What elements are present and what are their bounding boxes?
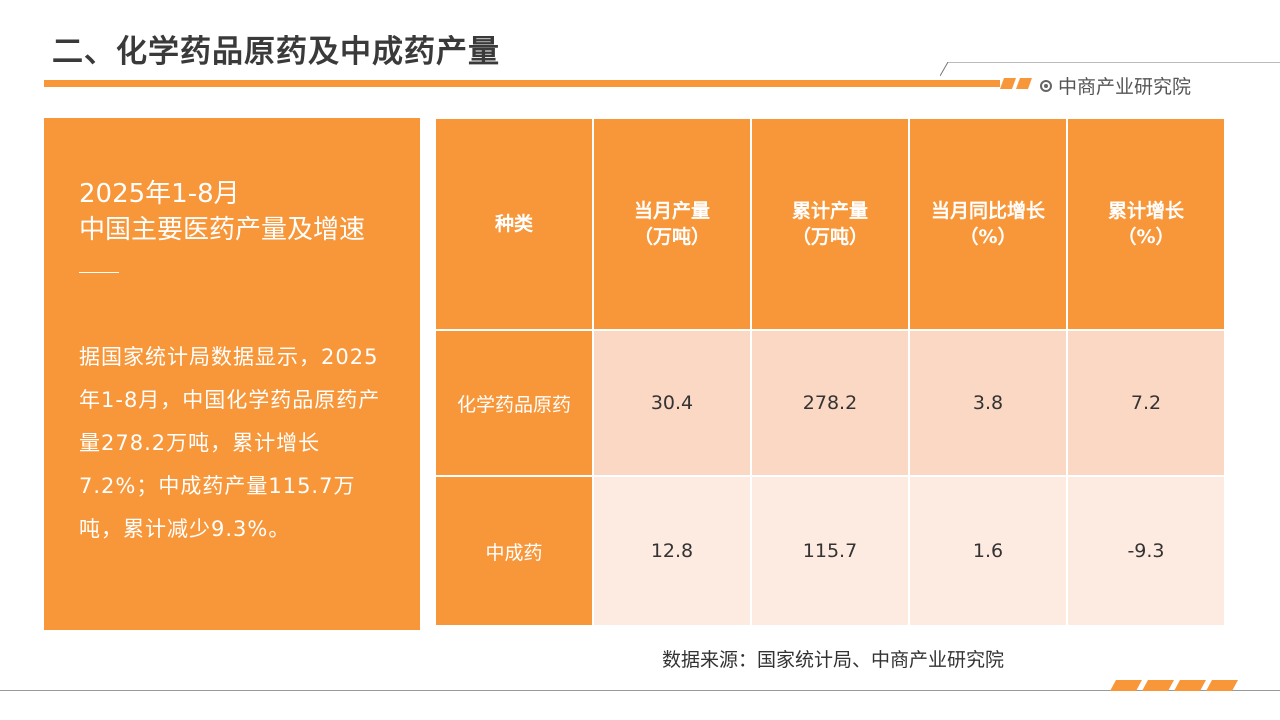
summary-heading-line2: 中国主要医药产量及增速 bbox=[79, 215, 366, 245]
row-cumulative-growth: -9.3 bbox=[1066, 475, 1226, 627]
row-monthly: 30.4 bbox=[592, 329, 752, 477]
table-header-row: 种类 当月产量 （万吨） 累计产量 （万吨） 当月同比增长 （%） 累计增长 （… bbox=[434, 117, 1226, 331]
brand-name: 中商产业研究院 bbox=[1058, 76, 1192, 98]
page-title: 二、化学药品原药及中成药产量 bbox=[52, 34, 500, 70]
header-monthly-yoy: 当月同比增长 （%） bbox=[908, 117, 1068, 331]
summary-heading-line1: 2025年1-8月 bbox=[79, 179, 240, 209]
title-accent-bar bbox=[44, 80, 1000, 87]
header-cumulative-unit: （万吨） bbox=[791, 226, 868, 248]
summary-divider bbox=[79, 272, 119, 273]
footer-line bbox=[0, 690, 1280, 691]
title-stripes-decoration bbox=[1000, 78, 1032, 89]
circle-dot-icon bbox=[1040, 79, 1052, 92]
summary-heading: 2025年1-8月 中国主要医药产量及增速 bbox=[79, 176, 365, 248]
header-category-label: 种类 bbox=[494, 213, 533, 235]
header-monthly-yoy-unit: （%） bbox=[959, 226, 1017, 248]
row-category: 中成药 bbox=[434, 475, 594, 627]
footer-stripes-decoration bbox=[1110, 680, 1238, 691]
row-monthly: 12.8 bbox=[592, 475, 752, 627]
header-cumulative-growth-unit: （%） bbox=[1117, 226, 1175, 248]
header-monthly: 当月产量 （万吨） bbox=[592, 117, 752, 331]
header-cumulative-growth-label: 累计增长 bbox=[1107, 200, 1184, 222]
brand-label: 中商产业研究院 bbox=[1040, 72, 1191, 99]
header-cumulative: 累计产量 （万吨） bbox=[750, 117, 910, 331]
row-monthly-yoy: 3.8 bbox=[908, 329, 1068, 477]
row-cumulative-growth: 7.2 bbox=[1066, 329, 1226, 477]
row-monthly-yoy: 1.6 bbox=[908, 475, 1068, 627]
row-cumulative: 278.2 bbox=[750, 329, 910, 477]
header-cumulative-label: 累计产量 bbox=[791, 200, 868, 222]
table-row: 化学药品原药 30.4 278.2 3.8 7.2 bbox=[434, 329, 1226, 477]
header-monthly-unit: （万吨） bbox=[633, 226, 710, 248]
header-monthly-yoy-label: 当月同比增长 bbox=[930, 200, 1045, 222]
summary-body: 据国家统计局数据显示，2025年1-8月，中国化学药品原药产量278.2万吨，累… bbox=[79, 345, 381, 541]
header-monthly-label: 当月产量 bbox=[633, 200, 710, 222]
summary-panel: 2025年1-8月 中国主要医药产量及增速 据国家统计局数据显示，2025年1-… bbox=[44, 118, 420, 630]
header-category: 种类 bbox=[434, 117, 594, 331]
table-row: 中成药 12.8 115.7 1.6 -9.3 bbox=[434, 475, 1226, 627]
data-source: 数据来源：国家统计局、中商产业研究院 bbox=[662, 649, 1005, 671]
row-cumulative: 115.7 bbox=[750, 475, 910, 627]
row-category: 化学药品原药 bbox=[434, 329, 594, 477]
production-table: 种类 当月产量 （万吨） 累计产量 （万吨） 当月同比增长 （%） 累计增长 （… bbox=[434, 117, 1226, 627]
header-line bbox=[940, 62, 1280, 77]
header-cumulative-growth: 累计增长 （%） bbox=[1066, 117, 1226, 331]
